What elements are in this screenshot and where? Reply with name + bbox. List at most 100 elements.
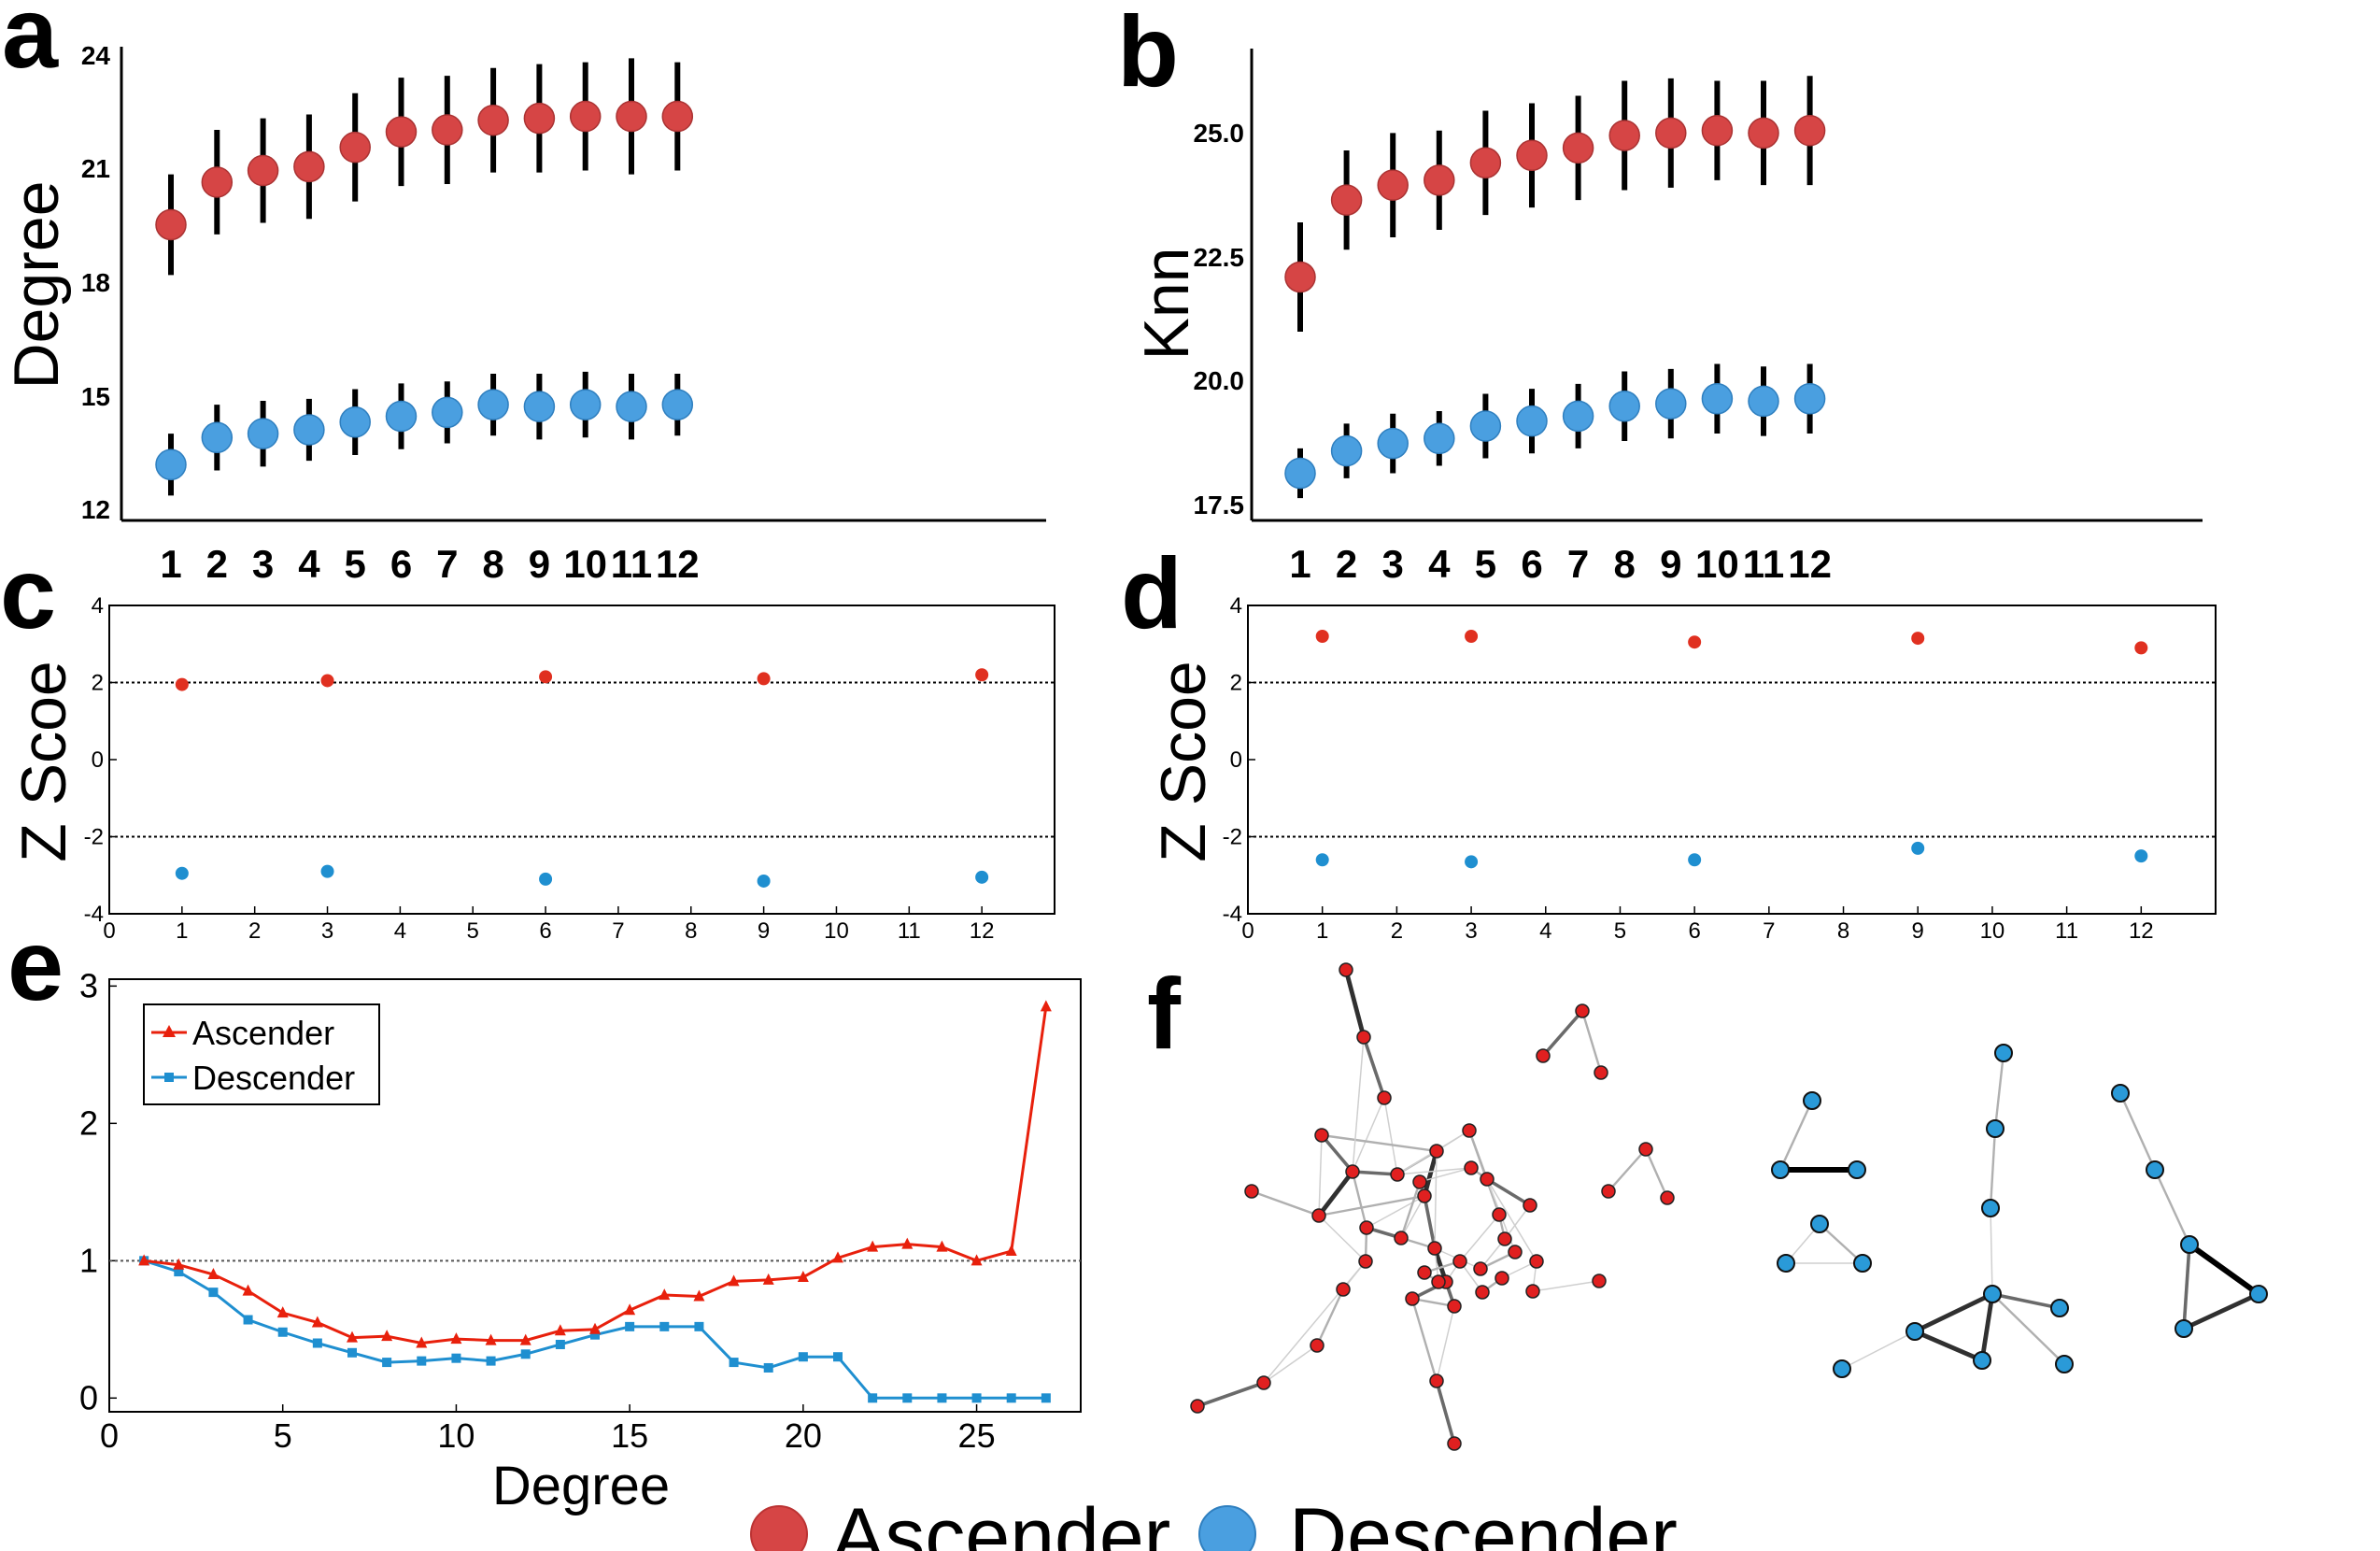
panel-a-y-label: Degree — [1, 180, 72, 389]
panel-b-xtick-label: 2 — [1336, 542, 1357, 586]
panel-d-y-label: Z Scoe — [1148, 661, 1219, 861]
panel-d-xtick-label: 5 — [1614, 918, 1626, 944]
descender-node — [2175, 1319, 2193, 1338]
panel-b-point-descender — [1562, 400, 1594, 433]
panel-a-point-descender — [293, 414, 325, 446]
panel-e-point-ascender — [624, 1303, 636, 1316]
panel-e-xtick-label: 5 — [274, 1416, 292, 1455]
ascender-edge — [1320, 1133, 1354, 1174]
panel-a-point-ascender — [432, 114, 463, 146]
panel-a-ytick-label: 15 — [81, 382, 110, 411]
panel-e-point-ascender — [589, 1322, 601, 1334]
panel-a-xtick-label: 9 — [529, 542, 550, 586]
panel-b-xtick-label: 9 — [1660, 542, 1681, 586]
panel-a-xtick-label: 12 — [656, 542, 700, 586]
panel-a-point-ascender — [293, 150, 325, 183]
panel-a-xtick-label: 8 — [482, 542, 503, 586]
ascender-edge — [1436, 1305, 1455, 1382]
ascender-edge — [1352, 1170, 1398, 1176]
ascender-node — [1427, 1241, 1442, 1256]
legend-ascender-label: Ascender — [192, 1014, 334, 1052]
panel-c-xtick-label: 2 — [248, 918, 261, 944]
ascender-edge — [1318, 1215, 1367, 1262]
panel-d-frame — [1247, 605, 2217, 915]
descender-edge — [2188, 1242, 2260, 1297]
panel-e-x-label: Degree — [492, 1456, 670, 1516]
descender-node — [1810, 1215, 1829, 1233]
panel-a-point-descender — [661, 389, 694, 420]
panel-b-y-label: Knn — [1131, 248, 1202, 361]
panel-d-point-descender — [1911, 841, 1925, 855]
panel-c-xtick-label: 0 — [103, 918, 115, 944]
panel-a-point-descender — [385, 400, 418, 433]
panel-b-point-descender — [1793, 383, 1826, 415]
ascender-edge — [1317, 1170, 1354, 1217]
panel-a-degree-chart: Degree 12 15 18 21 24 1 2 3 4 5 6 7 8 9 10 11 12 — [1, 41, 1046, 586]
panel-d-xtick-label: 1 — [1316, 918, 1328, 944]
panel-label-e: e — [7, 908, 64, 1021]
ascender-node — [1314, 1128, 1329, 1143]
bottom-legend-descender-label: Descender — [1289, 1492, 1678, 1551]
panel-e-point-ascender — [797, 1270, 809, 1282]
panel-e-point-descender — [868, 1393, 878, 1403]
panel-e-point-descender — [971, 1393, 982, 1403]
panel-c-point-descender — [175, 866, 189, 880]
panel-e-point-descender — [486, 1356, 496, 1366]
panel-b-point-ascender — [1655, 117, 1687, 149]
panel-d-point-descender — [2134, 849, 2148, 863]
panel-a-point-ascender — [523, 102, 556, 135]
panel-e-point-descender — [1006, 1393, 1016, 1403]
panel-e-point-ascender — [659, 1288, 671, 1301]
panel-e-point-descender — [417, 1356, 427, 1366]
bottom-legend-ascender-label: Ascender — [831, 1492, 1170, 1551]
panel-c-xtick-label: 10 — [824, 918, 849, 944]
ascender-edge — [1352, 1036, 1365, 1173]
panel-d-point-descender — [1315, 853, 1329, 867]
ascender-node — [1601, 1184, 1616, 1199]
panel-e-marks — [138, 1000, 1052, 1403]
panel-label-b: b — [1117, 0, 1179, 107]
panel-c-marks — [175, 668, 989, 888]
panel-c-xticks: 0 1 2 3 4 5 6 7 8 9 10 11 12 — [103, 906, 995, 944]
descender-node — [1994, 1044, 2013, 1062]
ascender-node — [1345, 1164, 1360, 1179]
ascender-node — [1492, 1207, 1507, 1222]
panel-b-xtick-label: 8 — [1614, 542, 1636, 586]
panel-b-point-descender — [1377, 427, 1409, 460]
panel-label-c: c — [0, 536, 56, 649]
panel-e-point-ascender — [832, 1251, 843, 1263]
panel-c-xtick-label: 6 — [539, 918, 551, 944]
panel-e-point-ascender — [1005, 1245, 1017, 1257]
panel-a-xtick-label: 10 — [563, 542, 607, 586]
panel-d-xtick-label: 8 — [1837, 918, 1849, 944]
panel-d-ytick-label: -4 — [1223, 902, 1242, 927]
ascender-edge — [1532, 1280, 1600, 1292]
panel-a-xtick-label: 5 — [345, 542, 366, 586]
descender-edge — [1778, 1100, 1814, 1171]
descender-edge — [1841, 1330, 1916, 1370]
ascender-node — [1310, 1338, 1325, 1353]
panel-a-point-descender — [247, 418, 279, 449]
descender-edge — [2182, 1291, 2260, 1331]
panel-b-point-ascender — [1701, 114, 1734, 147]
ascender-edge — [1263, 1260, 1367, 1384]
panel-e-xtick-label: 25 — [958, 1416, 996, 1455]
descender-node — [1983, 1285, 2002, 1303]
panel-c-point-ascender — [320, 674, 334, 688]
panel-e-point-ascender — [728, 1274, 740, 1287]
panel-e-point-descender — [729, 1358, 739, 1368]
panel-d-xtick-label: 12 — [2129, 918, 2154, 944]
panel-b-point-ascender — [1284, 261, 1316, 293]
ascender-node — [1473, 1261, 1488, 1276]
panel-b-ytick-label: 20.0 — [1194, 366, 1245, 395]
panel-a-point-ascender — [477, 104, 509, 136]
panel-e-xtick-label: 15 — [611, 1416, 648, 1455]
panel-c-xtick-label: 12 — [970, 918, 995, 944]
ascender-node — [1447, 1299, 1462, 1314]
panel-label-a: a — [2, 0, 59, 89]
panel-c-point-descender — [975, 870, 989, 884]
descender-edge — [1991, 1293, 2065, 1365]
panel-b-point-ascender — [1377, 169, 1409, 201]
panel-d-xtick-label: 0 — [1241, 918, 1254, 944]
